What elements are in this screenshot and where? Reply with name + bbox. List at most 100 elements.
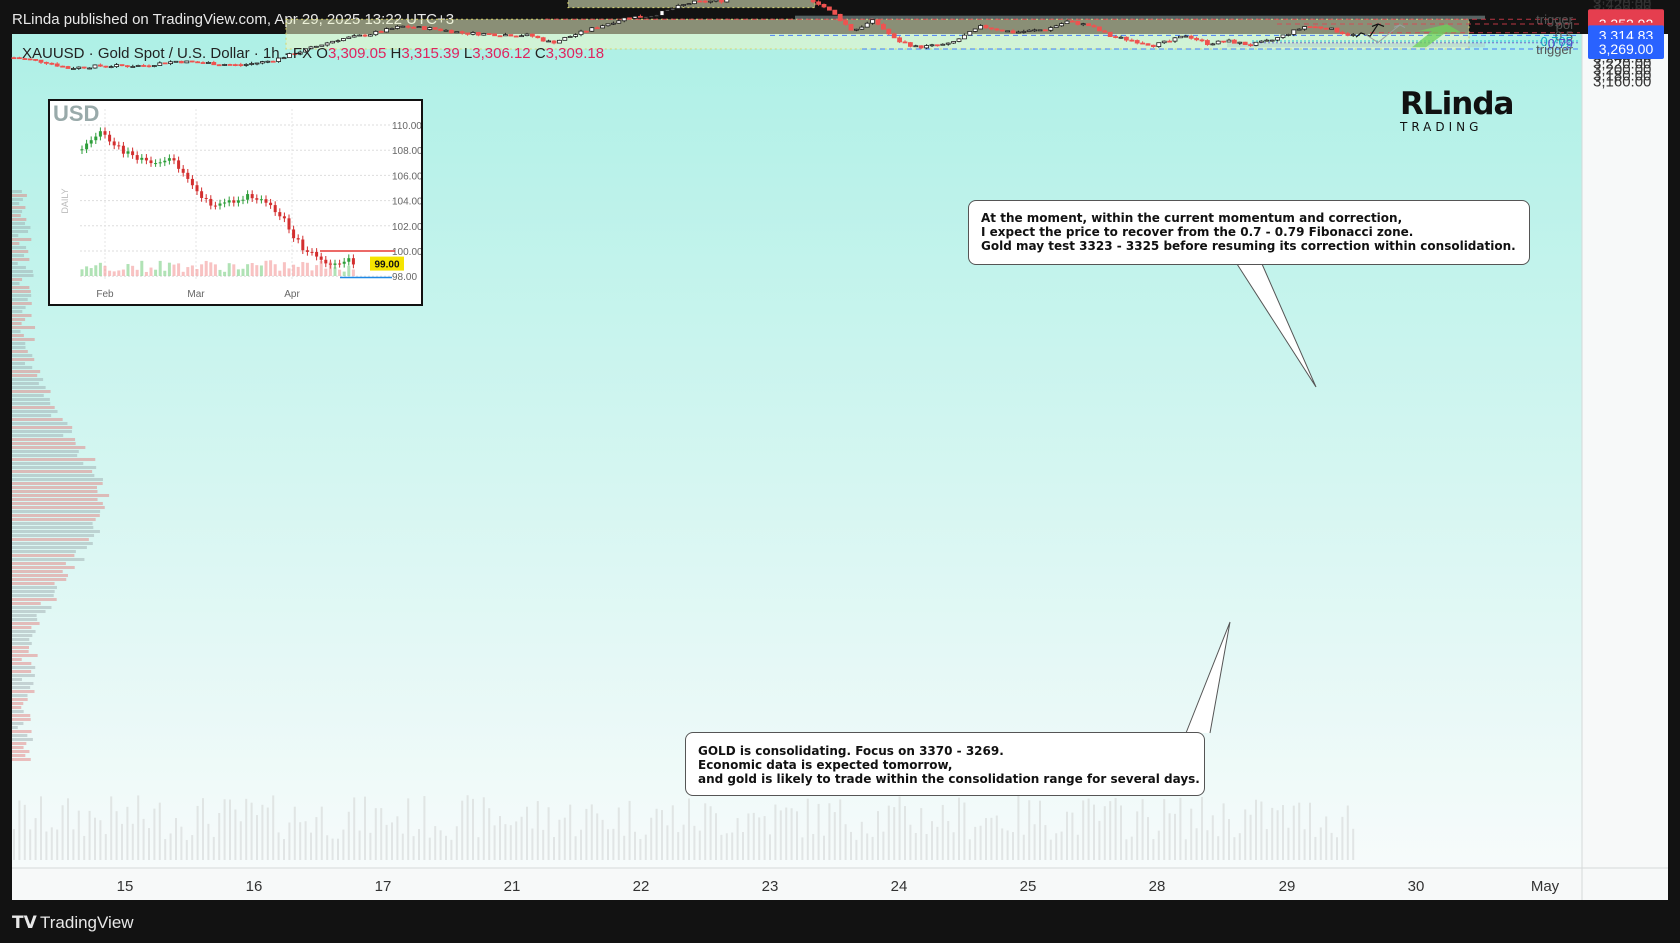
volume-bar — [251, 803, 253, 860]
volume-profile-bar — [12, 650, 29, 653]
volume-profile-bar — [12, 230, 28, 233]
volume-bar — [1250, 815, 1252, 860]
candle-body — [336, 41, 340, 42]
candle-body — [379, 31, 383, 32]
inset-volume-bar — [154, 270, 157, 276]
inset-candle-body — [168, 158, 171, 161]
inset-candle-body — [297, 238, 300, 239]
candle-body — [1216, 41, 1220, 44]
inset-volume-bar — [177, 263, 180, 276]
volume-bar — [1028, 800, 1030, 860]
volume-bar — [13, 829, 15, 860]
inset-volume-bar — [283, 262, 286, 276]
candle-body — [1151, 45, 1155, 46]
inset-candle-body — [150, 160, 153, 163]
volume-bar — [726, 833, 728, 860]
volume-bar — [445, 836, 447, 860]
candle-body — [552, 41, 556, 43]
volume-bar — [1109, 801, 1111, 860]
volume-profile-bar — [12, 270, 33, 273]
candle-body — [1270, 40, 1274, 41]
inset-candle-body — [338, 264, 341, 265]
inset-volume-bar — [251, 263, 254, 276]
volume-bar — [1325, 816, 1327, 860]
candle-body — [914, 46, 918, 47]
annotation-bottom-line: GOLD is consolidating. Focus on 3370 - 3… — [698, 744, 1192, 758]
inset-volume-bar — [334, 267, 337, 276]
volume-bar — [369, 833, 371, 860]
candle-body — [881, 24, 885, 29]
tradingview-logo[interactable]: TV TradingView — [10, 908, 180, 938]
inset-candle-body — [246, 194, 249, 200]
volume-bar — [537, 801, 539, 860]
candle-body — [547, 41, 551, 42]
volume-bar — [483, 797, 485, 860]
candle-body — [703, 1, 707, 2]
inset-volume-bar — [131, 266, 134, 276]
inset-candle-body — [311, 252, 314, 253]
candle-body — [660, 11, 664, 16]
candle-body — [514, 36, 518, 37]
candle-body — [1162, 41, 1166, 43]
volume-bar — [294, 807, 296, 860]
candle-body — [536, 36, 540, 37]
inset-y-tick: 110.00 — [392, 121, 421, 132]
candle-body — [412, 27, 416, 28]
volume-bar — [402, 834, 404, 860]
candle-body — [1184, 36, 1188, 37]
y-tick-label: 3,460.00 — [1593, 0, 1651, 1]
candle-body — [104, 66, 108, 67]
volume-bar — [272, 795, 274, 860]
candle-body — [142, 65, 146, 66]
volume-bar — [1169, 813, 1171, 860]
inset-volume-bar — [159, 261, 162, 276]
volume-profile-bar — [12, 398, 50, 401]
volume-profile-bar — [12, 198, 23, 201]
volume-bar — [915, 833, 917, 860]
ohlc-o-label: O — [316, 45, 328, 62]
candle-body — [995, 29, 999, 30]
volume-bar — [1039, 801, 1041, 860]
inset-volume-bar — [173, 265, 176, 276]
volume-profile-bar — [12, 442, 76, 445]
volume-bar — [823, 836, 825, 860]
volume-profile-bar — [12, 226, 30, 229]
inset-volume-bar — [94, 265, 97, 276]
candle-body — [1259, 41, 1263, 42]
volume-profile-bar — [12, 254, 24, 257]
candle-body — [957, 39, 961, 42]
inset-candle-body — [301, 240, 304, 251]
volume-bar — [1212, 815, 1214, 860]
volume-bar — [1304, 829, 1306, 860]
inset-candle-body — [274, 205, 277, 212]
candle-body — [1292, 30, 1296, 35]
volume-bar — [1174, 814, 1176, 860]
volume-bar — [45, 831, 47, 860]
volume-bar — [834, 812, 836, 860]
symbol-name: XAUUSD · Gold Spot / U.S. Dollar · 1h · … — [22, 45, 312, 62]
volume-bar — [672, 805, 674, 860]
x-tick-label: 15 — [117, 878, 134, 895]
inset-volume-bar — [168, 263, 171, 276]
inset-candle-body — [223, 202, 226, 203]
volume-profile-bar — [12, 566, 75, 569]
candle-body — [422, 27, 426, 30]
volume-bar — [1098, 821, 1100, 860]
volume-bar — [1282, 805, 1284, 860]
volume-profile-bar — [12, 630, 36, 633]
volume-bar — [256, 815, 258, 860]
volume-profile-bar — [12, 346, 25, 349]
volume-profile-bar — [12, 286, 29, 289]
volume-profile-bar — [12, 530, 100, 533]
volume-bar — [693, 826, 695, 860]
candle-body — [1076, 21, 1080, 24]
candle-body — [147, 66, 151, 67]
volume-bar — [974, 827, 976, 860]
candle-body — [1016, 32, 1020, 33]
volume-bar — [569, 805, 571, 860]
volume-profile-bar — [12, 214, 21, 217]
volume-bar — [440, 830, 442, 860]
candle-body — [822, 4, 826, 7]
inset-candle-body — [177, 160, 180, 168]
candle-body — [1157, 43, 1161, 47]
